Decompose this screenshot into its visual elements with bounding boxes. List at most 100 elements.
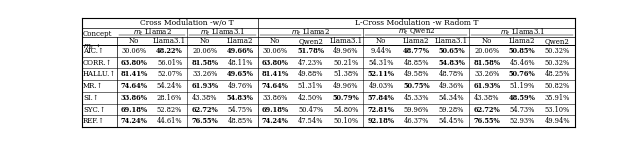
Text: 50.76%: 50.76%: [509, 70, 536, 78]
Text: Llama3.1: Llama3.1: [330, 37, 362, 45]
Text: 45.33%: 45.33%: [404, 94, 429, 102]
Text: Cross Modulation -w/o T: Cross Modulation -w/o T: [140, 19, 234, 27]
Text: 54.75%: 54.75%: [227, 106, 253, 114]
Text: $m_t$ Llama3.1: $m_t$ Llama3.1: [499, 27, 545, 38]
Text: 50.75%: 50.75%: [403, 82, 429, 90]
Text: 54.73%: 54.73%: [509, 106, 535, 114]
Text: Llama3.1: Llama3.1: [435, 37, 468, 45]
Text: 59.96%: 59.96%: [404, 106, 429, 114]
Text: 49.76%: 49.76%: [227, 82, 253, 90]
Text: 49.03%: 49.03%: [369, 82, 394, 90]
Text: 54.34%: 54.34%: [439, 94, 465, 102]
Text: 33.86%: 33.86%: [121, 94, 148, 102]
Text: L-Cross Modulation -w Radom T: L-Cross Modulation -w Radom T: [355, 19, 478, 27]
Text: 61.93%: 61.93%: [191, 82, 218, 90]
Text: 48.25%: 48.25%: [545, 70, 570, 78]
Text: 81.41%: 81.41%: [262, 70, 289, 78]
Text: Llama2: Llama2: [227, 37, 253, 45]
Text: 69.18%: 69.18%: [121, 106, 148, 114]
Text: 49.94%: 49.94%: [545, 117, 570, 125]
Text: SI.↑: SI.↑: [83, 94, 99, 102]
Text: 54.83%: 54.83%: [438, 59, 465, 67]
Text: No: No: [482, 37, 492, 45]
Text: 51.31%: 51.31%: [298, 82, 323, 90]
Text: 44.61%: 44.61%: [157, 117, 182, 125]
Text: 28.16%: 28.16%: [157, 94, 182, 102]
Text: 35.91%: 35.91%: [545, 94, 570, 102]
Text: 74.64%: 74.64%: [262, 82, 289, 90]
Text: 62.72%: 62.72%: [191, 106, 218, 114]
Text: 81.58%: 81.58%: [191, 59, 218, 67]
Text: 48.77%: 48.77%: [403, 47, 430, 55]
Text: 76.55%: 76.55%: [191, 117, 218, 125]
Text: 81.58%: 81.58%: [474, 59, 500, 67]
Text: 76.55%: 76.55%: [474, 117, 500, 125]
Text: Concept: Concept: [83, 30, 113, 39]
Text: 49.58%: 49.58%: [404, 70, 429, 78]
Text: Qwen2: Qwen2: [298, 37, 323, 45]
Text: 50.65%: 50.65%: [438, 47, 465, 55]
Text: 49.96%: 49.96%: [333, 47, 358, 55]
Text: 43.38%: 43.38%: [474, 94, 500, 102]
Text: 50.82%: 50.82%: [545, 82, 570, 90]
Text: 51.78%: 51.78%: [297, 47, 324, 55]
Text: 50.10%: 50.10%: [333, 117, 358, 125]
Text: SYC.↑: SYC.↑: [83, 106, 106, 114]
Text: 30.06%: 30.06%: [122, 47, 147, 55]
Text: 92.18%: 92.18%: [367, 117, 395, 125]
Text: No: No: [270, 37, 280, 45]
Text: 48.22%: 48.22%: [156, 47, 183, 55]
Text: 33.26%: 33.26%: [192, 70, 218, 78]
Text: Llama2: Llama2: [509, 37, 536, 45]
Text: No: No: [200, 37, 210, 45]
Text: AIC.↑: AIC.↑: [83, 47, 104, 55]
Text: MR.↑: MR.↑: [83, 82, 104, 90]
Text: 49.36%: 49.36%: [439, 82, 465, 90]
Text: 52.07%: 52.07%: [157, 70, 182, 78]
Text: $m_t$ Llama3.1: $m_t$ Llama3.1: [200, 27, 245, 38]
Text: Qwen2: Qwen2: [545, 37, 570, 45]
Text: CORR.↑: CORR.↑: [83, 59, 113, 67]
Text: 49.66%: 49.66%: [227, 47, 253, 55]
Text: 62.72%: 62.72%: [474, 106, 500, 114]
Text: 33.26%: 33.26%: [474, 70, 500, 78]
Text: $m_t$ Llama2: $m_t$ Llama2: [132, 27, 172, 38]
Text: $m_t$ Llama2: $m_t$ Llama2: [291, 27, 330, 38]
Text: 59.28%: 59.28%: [439, 106, 464, 114]
Text: 33.86%: 33.86%: [262, 94, 288, 102]
Text: 56.01%: 56.01%: [157, 59, 182, 67]
Text: 54.31%: 54.31%: [369, 59, 394, 67]
Text: 45.46%: 45.46%: [509, 59, 535, 67]
Text: 63.80%: 63.80%: [262, 59, 289, 67]
Text: 54.45%: 54.45%: [439, 117, 465, 125]
Text: $m_s \rightarrow$: $m_s \rightarrow$: [83, 42, 101, 51]
Text: 47.23%: 47.23%: [298, 59, 323, 67]
Text: 49.88%: 49.88%: [298, 70, 323, 78]
Text: 48.85%: 48.85%: [404, 59, 429, 67]
Text: 50.32%: 50.32%: [545, 59, 570, 67]
Text: 69.18%: 69.18%: [262, 106, 289, 114]
Text: 49.96%: 49.96%: [333, 82, 358, 90]
Text: 50.32%: 50.32%: [545, 47, 570, 55]
Text: 30.06%: 30.06%: [263, 47, 288, 55]
Text: 50.79%: 50.79%: [333, 94, 359, 102]
Text: 61.93%: 61.93%: [474, 82, 500, 90]
Text: 48.78%: 48.78%: [439, 70, 464, 78]
Text: 42.50%: 42.50%: [298, 94, 323, 102]
Text: 63.80%: 63.80%: [121, 59, 148, 67]
Text: HALLU.↑: HALLU.↑: [83, 70, 116, 78]
Text: 43.38%: 43.38%: [192, 94, 218, 102]
Text: 54.83%: 54.83%: [227, 94, 253, 102]
Text: 48.59%: 48.59%: [509, 94, 536, 102]
Text: REF.↑: REF.↑: [83, 117, 105, 125]
Text: 48.11%: 48.11%: [227, 59, 253, 67]
Text: 20.06%: 20.06%: [474, 47, 499, 55]
Text: $m_t$ Qwen2: $m_t$ Qwen2: [397, 27, 435, 37]
Text: 81.41%: 81.41%: [121, 70, 148, 78]
Text: 9.44%: 9.44%: [371, 47, 392, 55]
Text: Llama3.1: Llama3.1: [153, 37, 186, 45]
Text: 51.19%: 51.19%: [509, 82, 535, 90]
Text: Llama2: Llama2: [403, 37, 429, 45]
Text: No: No: [129, 37, 140, 45]
Text: 53.10%: 53.10%: [545, 106, 570, 114]
